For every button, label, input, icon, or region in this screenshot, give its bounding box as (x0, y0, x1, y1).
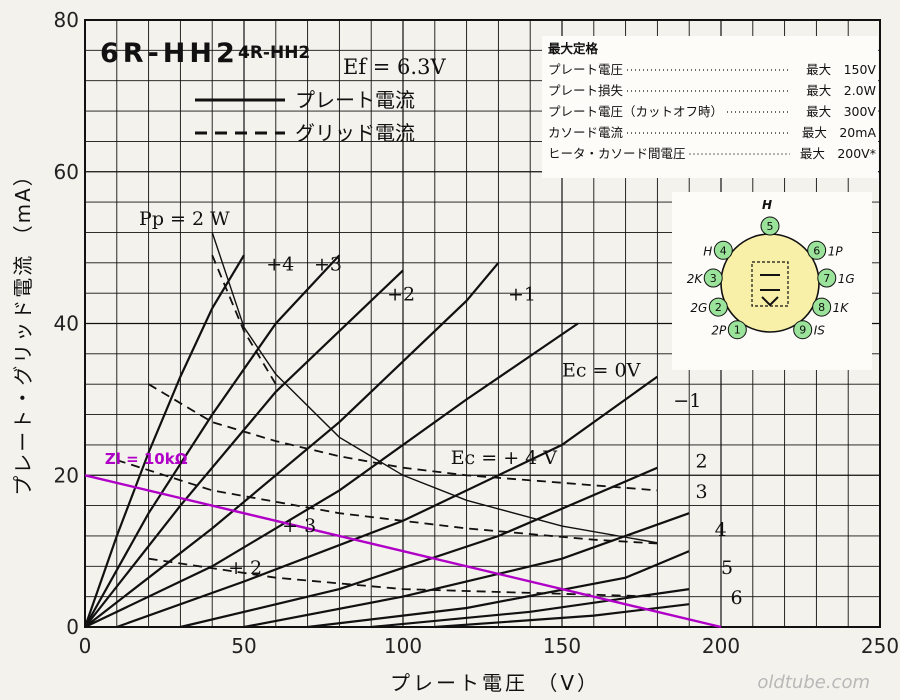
pin-name: IS (814, 324, 826, 338)
grid-curve-pp-dashed (211, 254, 277, 385)
plate-curve-label: +2 (387, 284, 415, 306)
spec-value: 最大 300V (806, 104, 876, 119)
plate-curve-3 (243, 512, 690, 629)
grid-curve-2 (148, 557, 658, 598)
pin-name: H (703, 244, 712, 258)
pin-number: 7 (823, 272, 830, 285)
pin-number: 5 (767, 220, 774, 233)
y-tick-label: 40 (54, 312, 79, 336)
plate-dissipation-curve (211, 232, 658, 544)
plate-curve-label: Ec = 0V (562, 360, 641, 382)
axes (84, 19, 881, 628)
pin-name: 1P (828, 244, 844, 258)
tube-base (720, 233, 820, 333)
x-tick-label: 0 (79, 634, 92, 658)
pin-name: 1K (833, 301, 850, 315)
plate-curve-3 (84, 254, 341, 628)
spec-value: 最大 150V (806, 62, 876, 77)
chart-subtitle: 4R-HH2 (238, 43, 310, 63)
plate-curve-label: 2 (696, 451, 708, 473)
pin-name: 1G (838, 272, 855, 286)
pin-number: 2 (715, 301, 722, 314)
spec-name: プレート電圧 (548, 62, 623, 77)
filament-voltage: Ef = 6.3V (343, 55, 446, 79)
plate-curve-label: +4 (266, 253, 294, 275)
plate-curve-label: 5 (721, 557, 733, 579)
pin-1 (727, 320, 747, 340)
x-tick-label: 50 (231, 634, 256, 658)
x-tick-label: 150 (543, 634, 581, 658)
watermark: oldtube.com (757, 672, 870, 693)
plate-curve-5 (371, 588, 690, 629)
pin-number: 9 (799, 324, 806, 337)
pin-2 (708, 297, 728, 317)
y-tick-label: 80 (54, 8, 79, 32)
pin-name: 2P (711, 324, 727, 338)
grid-curve-label: Ec = + 4 V (451, 447, 558, 469)
pin-4 (713, 240, 733, 260)
x-axis-title: プレート電圧 （V） (390, 671, 600, 695)
pin-name: 2K (687, 272, 704, 286)
legend: プレート電流 グリッド電流 (195, 88, 415, 145)
plate-curve-2 (84, 269, 404, 628)
load-line (84, 474, 722, 629)
plate-curve-label: −1 (673, 390, 701, 412)
y-tick-label: 20 (54, 463, 79, 487)
y-tick-label: 0 (66, 615, 79, 639)
legend-grid-current: グリッド電流 (295, 121, 415, 145)
plate-curve-label: 3 (696, 481, 708, 503)
spec-title: 最大定格 (548, 41, 599, 56)
plate-curve-label: 4 (715, 519, 727, 541)
plate-curve-4 (83, 254, 245, 628)
pin-name: 2G (690, 301, 707, 315)
plot-frame (84, 19, 881, 628)
y-tick-label: 60 (54, 160, 79, 184)
spec-name: ヒータ・カソード間電圧 (548, 146, 686, 161)
plate-curve-6 (434, 603, 690, 629)
x-tick-label: 250 (861, 634, 899, 658)
plate-curve-2 (180, 466, 658, 629)
chart-title: 6R-HH2 (100, 38, 239, 69)
grid-curve-3 (116, 459, 658, 545)
legend-plate-current: プレート電流 (295, 88, 415, 112)
pin-number: 3 (710, 272, 717, 285)
pin-9 (793, 320, 813, 340)
plate-curve-label: +3 (314, 253, 342, 275)
plate-curve-4 (307, 550, 690, 629)
plate-curve-label: 6 (731, 587, 743, 609)
pin-number: 8 (818, 301, 825, 314)
spec-name: プレート損失 (548, 83, 624, 98)
plate-curve-label: +1 (508, 284, 536, 306)
pin-6 (807, 240, 827, 260)
pin-number: 6 (813, 244, 820, 257)
spec-name: カソード電流 (548, 125, 624, 140)
tick-labels: 0 50 100 150 200 250 0 20 40 60 80 (54, 8, 900, 658)
pin-number: 1 (734, 324, 741, 337)
pinout-top-label: H (762, 198, 772, 212)
pin-8 (812, 297, 832, 317)
plate-dissipation-label: Pp = 2 W (139, 208, 230, 230)
x-tick-label: 100 (384, 634, 422, 658)
spec-value: 最大 2.0W (806, 83, 876, 98)
pin-7 (817, 268, 837, 288)
pin-number: 4 (720, 244, 727, 257)
grid-curve-label: + 3 (282, 515, 316, 537)
y-axis-title: プレート・グリッド電流 （mA） (11, 164, 35, 496)
spec-value: 最大 200V* (800, 146, 876, 161)
spec-value: 最大 20mA (802, 125, 877, 140)
plate-curve-ec-0v (84, 322, 579, 628)
pin-3 (703, 268, 723, 288)
spec-name: プレート電圧（カットオフ時） (548, 104, 723, 119)
x-tick-label: 200 (702, 634, 740, 658)
load-line-label: Zl = 10kΩ (105, 450, 188, 468)
tube-heater-icon (761, 296, 779, 307)
max-ratings: 最大定格 プレート電圧 最大 150V プレート損失 最大 2.0W プレート電圧（カッ… (548, 41, 876, 161)
curves (83, 232, 722, 629)
grid-curve-label: + 2 (228, 557, 262, 579)
pin-5 (760, 216, 780, 236)
